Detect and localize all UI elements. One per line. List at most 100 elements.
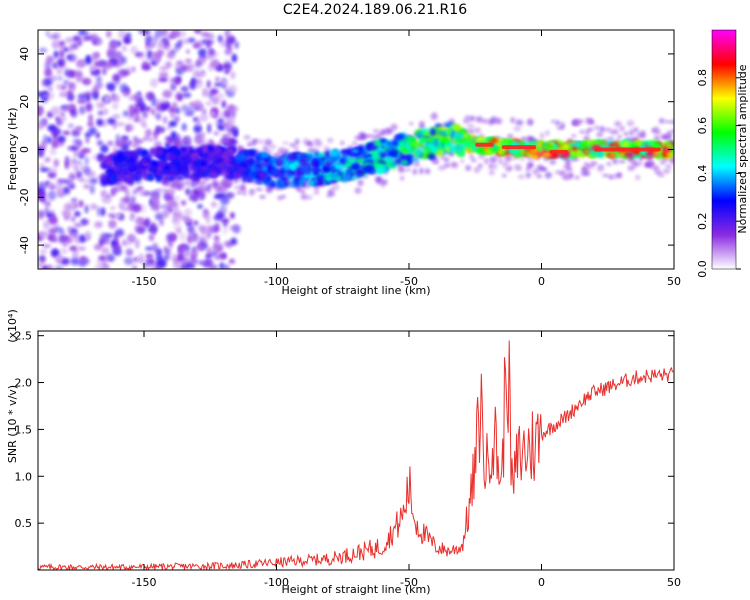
spectrogram-peak	[594, 147, 661, 152]
spectrogram-cell	[74, 202, 79, 208]
spectrogram-cell	[59, 248, 69, 254]
spectrogram-cell	[202, 108, 207, 115]
spectrogram-cell	[657, 173, 665, 178]
spectrogram-cell	[665, 164, 673, 170]
spectrogram-cell	[39, 190, 47, 199]
spectrogram-cell	[74, 144, 81, 151]
spectrogram-cell	[292, 161, 302, 166]
spectrogram-cell	[515, 167, 523, 171]
spectrogram-cell	[66, 181, 76, 188]
spectrogram-cell	[73, 148, 79, 158]
spectrogram-cell	[42, 243, 51, 248]
spectrogram-cell	[298, 157, 308, 164]
spectrogram-cell	[644, 162, 650, 168]
spectrogram-cell	[373, 141, 381, 147]
x-tick-label: 50	[667, 275, 681, 288]
spectrogram-cell	[159, 219, 164, 227]
spectrogram-cell	[185, 188, 191, 195]
spectrogram-cell	[563, 143, 569, 151]
spectrogram-cell	[615, 173, 623, 178]
spectrogram-cell	[257, 179, 263, 184]
spectrogram-cell	[111, 187, 118, 195]
spectrogram-cell	[89, 184, 95, 195]
spectrogram-cell	[444, 146, 451, 152]
spectrogram-cell	[157, 161, 167, 167]
spectrogram-cell	[82, 179, 91, 184]
spectrogram-cell	[146, 173, 154, 181]
spectrogram-cell	[48, 167, 58, 174]
spectrogram-cell	[177, 180, 186, 188]
spectrogram-cell	[570, 134, 577, 138]
spectrogram-cell	[234, 185, 239, 190]
spectrogram-cell	[468, 115, 476, 122]
spectrogram-cell	[43, 78, 53, 87]
spectrogram-cell	[172, 211, 177, 217]
spectrogram-cell	[365, 165, 374, 173]
spectrogram-cell	[226, 192, 235, 199]
spectrogram-cell	[87, 121, 94, 127]
spectrogram-cell	[427, 154, 435, 159]
spectrogram-cell	[579, 130, 586, 134]
spectrogram-cell	[498, 158, 503, 165]
spectrogram-cell	[155, 188, 162, 193]
spectrogram-cell	[158, 77, 169, 83]
spectrogram-cell	[527, 162, 534, 167]
colorbar-strip	[711, 29, 737, 270]
x-tick-label: 0	[538, 275, 545, 288]
spectrogram-cell	[582, 171, 591, 176]
spectrogram-cell	[94, 81, 104, 89]
spectrogram-cell	[192, 259, 199, 265]
spectrogram-cell	[59, 234, 70, 242]
spectrogram-cell	[181, 257, 190, 264]
spectrogram-cell	[83, 184, 91, 189]
spectrogram-cell	[530, 147, 539, 156]
spectrogram-cell	[565, 167, 573, 172]
spectrogram-cell	[69, 246, 77, 251]
spectrogram-cell	[185, 63, 195, 72]
snr-x-ticks: -150 -100 -50 0 50	[132, 331, 681, 589]
spectrogram-cell	[230, 105, 239, 113]
spectrogram-cell	[194, 60, 203, 69]
spectrogram-cell	[107, 213, 114, 218]
spectrogram-cell	[117, 30, 126, 39]
spectrogram-cell	[105, 30, 112, 38]
spectrogram-cell	[75, 61, 86, 68]
spectrogram-cell	[408, 121, 414, 126]
spectrogram-cell	[111, 102, 119, 110]
spectrogram-cell	[443, 163, 451, 168]
spectrogram-cell	[44, 157, 51, 163]
y-tick-label: 20	[18, 95, 31, 109]
spectrogram-cell	[638, 134, 646, 139]
spectrogram-cell	[270, 157, 277, 162]
spectrogram-cell	[82, 77, 92, 86]
colorbar: 0.0 0.2 0.4 0.6 0.8 Normalized spectral ampl…	[696, 29, 749, 278]
spectrogram-cell	[618, 159, 626, 164]
x-tick-label: -50	[400, 576, 418, 589]
spectrogram-cell	[330, 166, 336, 171]
spectrogram-cell	[91, 92, 99, 100]
spectrogram-cell	[180, 200, 187, 206]
spectrogram-cell	[213, 241, 219, 250]
spectrogram-cell	[108, 219, 117, 229]
spectrogram-cell	[114, 50, 122, 59]
spectrogram-cell	[193, 220, 199, 226]
spectrogram-cell	[470, 158, 477, 162]
spectrogram-cell	[38, 262, 42, 268]
spectrogram-cell	[59, 111, 66, 118]
spectrogram-cell	[182, 38, 190, 45]
spectrogram-cell	[608, 175, 613, 180]
spectrogram-cell	[129, 195, 136, 204]
spectrogram-cell	[132, 135, 139, 142]
spectrogram-cell	[294, 180, 300, 187]
spectrogram-cell	[280, 194, 287, 199]
spectrogram-cell	[607, 136, 615, 141]
spectrogram-cell	[111, 165, 119, 173]
spectrogram-cell	[141, 153, 147, 158]
spectrogram-cell	[63, 79, 70, 86]
spectrogram-cell	[74, 165, 79, 172]
spectrogram-cell	[602, 173, 610, 178]
spectrogram-cell	[177, 93, 183, 102]
spectrogram-cell	[389, 161, 397, 167]
spectrogram-cell	[277, 147, 286, 152]
spectrogram-cell	[316, 176, 323, 184]
